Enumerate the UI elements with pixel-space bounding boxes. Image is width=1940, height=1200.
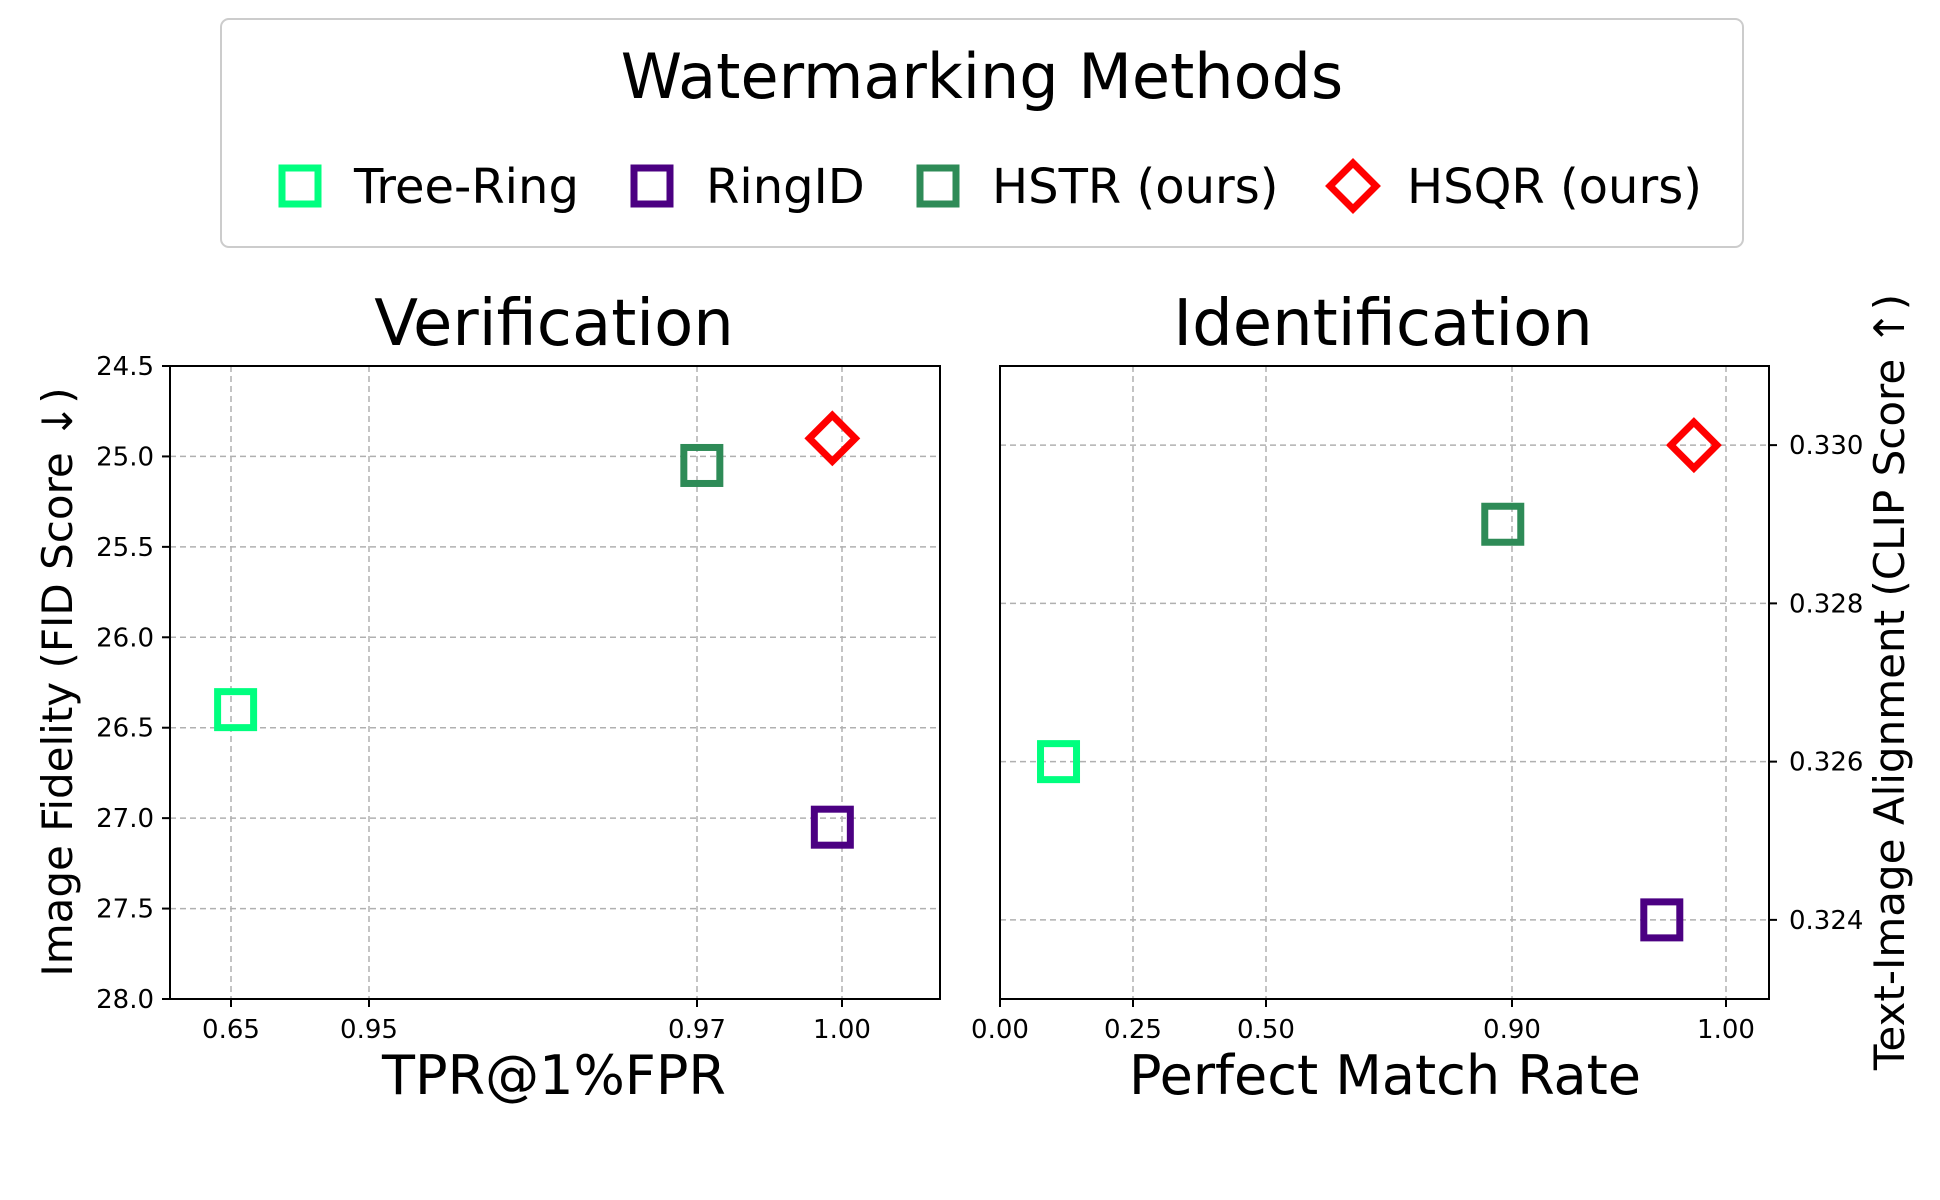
verification-ticks: 0.65 0.95 0.97 1.00 24.5 25.0 25.5 26.0 26.5 27.0… <box>96 352 871 1045</box>
identification-xlabel: Perfect Match Rate <box>1129 1044 1641 1107</box>
legend-entries: Tree-Ring RingID HSTR (ours) HSQR (ours) <box>278 158 1702 215</box>
point-ringid <box>810 805 854 849</box>
legend-label-ringid: RingID <box>706 159 865 215</box>
x-tick-label: 0.25 <box>1104 1015 1162 1045</box>
x-tick-label: 0.90 <box>1483 1015 1541 1045</box>
y-tick-label: 26.5 <box>96 714 154 744</box>
point-tree-ring <box>214 688 258 732</box>
identification-ylabel: Text-Image Alignment (CLIP Score ↑) <box>1865 294 1914 1071</box>
identification-panel: Identification 0.00 0.25 0.50 0.90 1.00 0.324… <box>971 287 1914 1107</box>
x-tick-label: 0.95 <box>340 1015 398 1045</box>
y-tick-label: 27.0 <box>96 804 154 834</box>
legend-marker-tree-ring <box>278 164 322 208</box>
legend-marker-hsqr-ours <box>1325 158 1381 214</box>
y-tick-label: 0.326 <box>1789 748 1863 778</box>
y-tick-label: 28.0 <box>96 985 154 1015</box>
y-tick-label: 27.5 <box>96 895 154 925</box>
x-tick-label: 0.50 <box>1237 1015 1295 1045</box>
x-tick-label: 1.00 <box>1697 1015 1755 1045</box>
verification-plot-frame <box>169 365 941 1000</box>
legend-marker-hstr-ours <box>916 164 960 208</box>
point-ringid <box>1640 898 1684 942</box>
x-tick-label: 0.97 <box>668 1015 726 1045</box>
verification-grid <box>170 365 940 1000</box>
legend-frame <box>220 18 1744 248</box>
legend-marker-ringid <box>630 164 674 208</box>
verification-points <box>214 410 861 849</box>
legend: Watermarking Methods Tree-Ring RingID HSTR… <box>220 18 1744 248</box>
verification-title: Verification <box>374 287 734 361</box>
x-tick-label: 0.00 <box>971 1015 1029 1045</box>
legend-label-hsqr-ours: HSQR (ours) <box>1407 159 1702 215</box>
x-tick-label: 0.65 <box>202 1015 260 1045</box>
identification-ticks: 0.00 0.25 0.50 0.90 1.00 0.324 0.326 0.328 0.330 <box>971 431 1863 1045</box>
y-tick-label: 24.5 <box>96 352 154 382</box>
point-hsqr-ours <box>1665 417 1722 474</box>
verification-ylabel: Image Fidelity (FID Score ↓) <box>33 387 82 976</box>
point-tree-ring <box>1037 740 1081 784</box>
y-tick-label: 0.328 <box>1789 589 1863 619</box>
y-tick-label: 26.0 <box>96 623 154 653</box>
point-hstr-ours <box>680 443 724 487</box>
y-tick-label: 25.5 <box>96 533 154 563</box>
x-tick-label: 1.00 <box>813 1015 871 1045</box>
verification-xlabel: TPR@1%FPR <box>381 1044 726 1107</box>
identification-title: Identification <box>1173 287 1593 361</box>
point-hsqr-ours <box>804 410 861 467</box>
legend-label-tree-ring: Tree-Ring <box>353 159 579 215</box>
legend-title: Watermarking Methods <box>621 40 1343 113</box>
y-tick-label: 0.330 <box>1789 431 1863 461</box>
identification-plot-frame <box>999 365 1770 1000</box>
legend-label-hstr-ours: HSTR (ours) <box>992 159 1278 215</box>
y-tick-label: 0.324 <box>1789 906 1863 936</box>
point-hstr-ours <box>1481 502 1525 546</box>
y-tick-label: 25.0 <box>96 442 154 472</box>
verification-panel: Verification 0.65 0.95 0.97 1.00 24.5 25.0 25.… <box>33 287 941 1107</box>
identification-points <box>1037 417 1722 942</box>
